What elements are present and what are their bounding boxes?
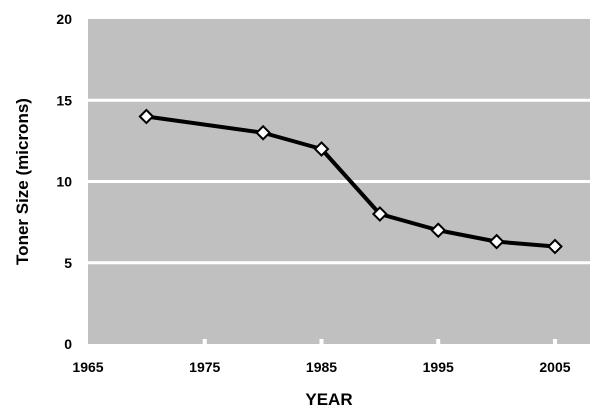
data-point-marker bbox=[371, 206, 388, 222]
y-tick-label: 20 bbox=[56, 11, 72, 27]
y-axis-title: Toner Size (microns) bbox=[13, 98, 32, 265]
data-point-marker bbox=[430, 222, 447, 239]
x-tick-label: 2005 bbox=[539, 359, 570, 375]
y-tick-label: 0 bbox=[64, 336, 72, 352]
x-tick-label: 1985 bbox=[306, 359, 337, 375]
x-tick-label: 1975 bbox=[189, 359, 220, 375]
x-tick-label: 1965 bbox=[72, 359, 103, 375]
data-point-marker bbox=[255, 124, 272, 141]
y-axis-tick-labels: 0 5 10 15 20 bbox=[56, 11, 72, 352]
gridlines bbox=[88, 98, 590, 265]
x-axis-title: YEAR bbox=[305, 390, 352, 409]
x-axis-ticks bbox=[202, 339, 557, 344]
x-axis-tick-labels: 1965 1975 1985 1995 2005 bbox=[72, 359, 570, 375]
x-tick-label: 1995 bbox=[423, 359, 454, 375]
y-tick-label: 15 bbox=[56, 92, 72, 108]
y-tick-label: 5 bbox=[64, 255, 72, 271]
data-point-marker bbox=[138, 108, 155, 125]
data-point-marker bbox=[488, 233, 505, 250]
y-tick-label: 10 bbox=[56, 174, 72, 190]
data-point-marker bbox=[313, 141, 330, 157]
data-markers bbox=[138, 108, 563, 255]
data-point-marker bbox=[547, 238, 563, 255]
